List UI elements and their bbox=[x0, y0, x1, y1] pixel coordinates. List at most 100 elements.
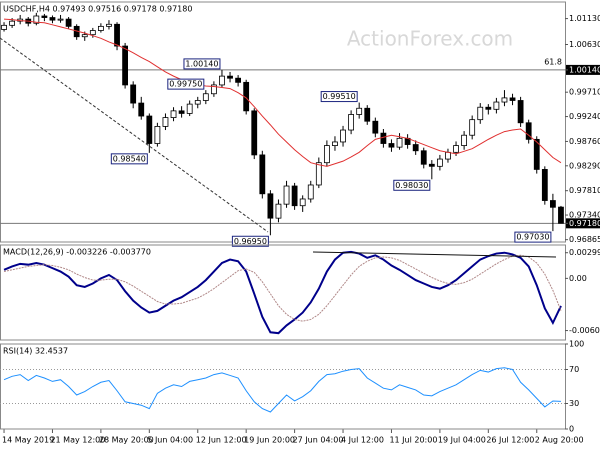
candle-body bbox=[251, 110, 258, 156]
annotation-label: 0.96950 bbox=[234, 237, 267, 246]
candle-body bbox=[227, 75, 233, 79]
candle-body bbox=[194, 100, 201, 105]
candle-body bbox=[122, 45, 129, 86]
annotation-box bbox=[514, 231, 552, 243]
candle-body bbox=[412, 144, 419, 152]
fib-label: 61.8 bbox=[544, 57, 562, 66]
candle-body bbox=[186, 103, 193, 114]
price-box bbox=[566, 218, 600, 229]
y-tick-label: 100 bbox=[569, 340, 584, 349]
candle-body bbox=[436, 158, 443, 167]
y-tick-label: 1.01130 bbox=[569, 14, 600, 23]
candle-body bbox=[453, 145, 459, 153]
annotation-box bbox=[393, 179, 431, 191]
candle-body bbox=[558, 206, 564, 224]
annotation-label: 0.98540 bbox=[113, 154, 146, 163]
candle-body bbox=[259, 154, 266, 195]
candle-body bbox=[469, 119, 476, 136]
y-tick-label: 30 bbox=[569, 399, 579, 408]
indicator-line bbox=[3, 254, 562, 322]
candle-body bbox=[57, 18, 64, 21]
annotation-box bbox=[231, 235, 269, 247]
candle-body bbox=[41, 15, 48, 18]
candle-body bbox=[9, 20, 16, 26]
candle-body bbox=[170, 110, 177, 118]
candle-body bbox=[340, 129, 346, 143]
candle-body bbox=[106, 23, 112, 27]
candle-body bbox=[89, 30, 96, 36]
candle-body bbox=[315, 162, 322, 186]
candle-body bbox=[267, 193, 274, 219]
y-tick-label: 0.99240 bbox=[569, 112, 600, 121]
candle-body bbox=[501, 97, 508, 103]
panel-frame bbox=[0, 244, 566, 341]
annotation-box bbox=[167, 78, 205, 90]
candle-body bbox=[130, 84, 137, 104]
candle-body bbox=[114, 23, 120, 47]
panel-title: MACD(12,26,9) -0.003226 -0.003770 bbox=[3, 248, 151, 257]
candle-body bbox=[210, 84, 217, 95]
candle-body bbox=[485, 106, 492, 110]
candle-body bbox=[420, 150, 427, 165]
candle-body bbox=[307, 184, 314, 200]
candle-body bbox=[348, 114, 355, 131]
candle-body bbox=[356, 107, 363, 115]
x-tick-label: 4 Jul 12:00 bbox=[341, 436, 384, 445]
annotation-label: 0.99750 bbox=[169, 80, 202, 89]
y-tick-label: 70 bbox=[569, 365, 579, 374]
y-tick-label: 0.00 bbox=[569, 274, 587, 283]
y-tick-label: 0 bbox=[569, 425, 574, 434]
panel-frame bbox=[0, 1, 566, 243]
candle-body bbox=[202, 93, 209, 101]
annotation-box bbox=[110, 153, 148, 165]
annotation-label: 0.98030 bbox=[395, 181, 428, 190]
price-box bbox=[566, 64, 600, 75]
x-tick-label: 5 Jun 04:00 bbox=[147, 436, 193, 445]
candle-body bbox=[291, 185, 298, 207]
x-tick-label: 19 Jun 20:00 bbox=[244, 436, 295, 445]
candle-body bbox=[396, 137, 403, 148]
annotation-box bbox=[320, 91, 358, 103]
candle-body bbox=[323, 145, 330, 164]
panel-title: USDCHF,H4 0.97493 0.97516 0.97178 0.9718… bbox=[3, 5, 192, 14]
panel-title: RSI(14) 32.4537 bbox=[3, 347, 68, 356]
candle-body bbox=[517, 100, 524, 124]
candle-body bbox=[146, 115, 153, 144]
y-tick-label: 0.97810 bbox=[569, 186, 600, 195]
candle-body bbox=[525, 122, 532, 140]
candle-body bbox=[533, 138, 540, 170]
watermark: ActionForex.com bbox=[347, 27, 513, 51]
moving-average bbox=[4, 18, 562, 167]
candle-body bbox=[138, 102, 145, 117]
candle-body bbox=[372, 120, 379, 134]
y-tick-label: 0.98290 bbox=[569, 161, 600, 170]
candle-body bbox=[380, 132, 387, 144]
candle-body bbox=[219, 75, 225, 86]
y-tick-label: 0.97340 bbox=[569, 211, 600, 220]
candle-body bbox=[81, 34, 88, 38]
candle-body bbox=[541, 169, 548, 201]
candle-body bbox=[509, 97, 516, 101]
candle-body bbox=[154, 126, 161, 144]
candle-body bbox=[1, 24, 7, 30]
annotation-box bbox=[183, 58, 221, 70]
annotation-label: 1.00140 bbox=[185, 59, 218, 68]
y-tick-label: 0.98760 bbox=[569, 137, 600, 146]
candle-body bbox=[65, 18, 72, 27]
candle-body bbox=[549, 200, 556, 208]
panel-frame bbox=[0, 343, 566, 430]
x-tick-label: 14 May 2019 bbox=[2, 436, 54, 445]
x-tick-label: 2 Aug 20:00 bbox=[535, 436, 584, 445]
y-tick-label: -0.006097 bbox=[569, 326, 600, 335]
candle-body bbox=[332, 141, 338, 146]
x-tick-label: 27 Jun 04:00 bbox=[293, 436, 344, 445]
candle-body bbox=[178, 110, 185, 114]
candle-body bbox=[33, 15, 40, 24]
annotation-label: 0.99510 bbox=[323, 92, 356, 101]
candle-body bbox=[461, 134, 468, 146]
y-tick-label: 1.00140 bbox=[569, 65, 600, 74]
candle-body bbox=[275, 203, 282, 219]
candle-body bbox=[235, 77, 242, 83]
